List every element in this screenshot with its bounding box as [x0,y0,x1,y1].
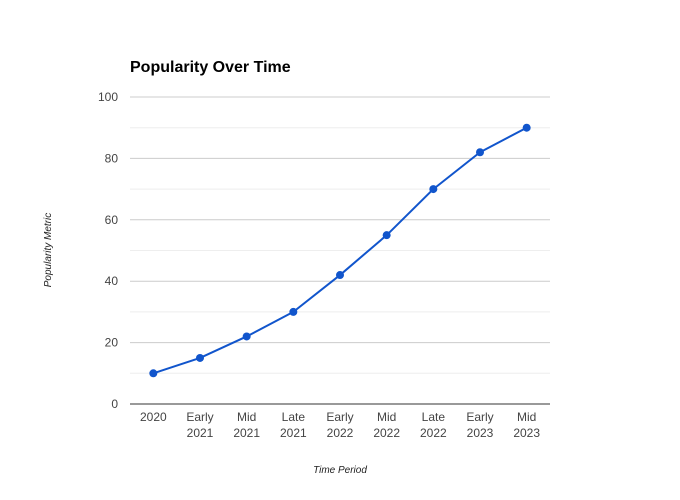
x-tick-label: Mid 2023 [513,410,540,440]
data-point[interactable] [336,271,344,280]
y-tick-label: 20 [105,336,119,350]
data-point[interactable] [476,148,484,157]
x-axis-title: Time Period [313,465,367,476]
y-tick-label: 40 [105,274,119,288]
data-point[interactable] [429,185,438,194]
data-point[interactable] [522,123,531,132]
x-tick-label: Late 2021 [280,410,307,440]
data-point[interactable] [242,332,251,341]
chart-title: Popularity Over Time [130,59,291,76]
y-axis-ticks: 0 20 40 60 80 100 [98,90,118,411]
x-tick-label: Mid 2022 [373,410,400,440]
x-tick-label: 2020 [140,410,167,424]
y-tick-label: 80 [105,151,119,165]
x-tick-label: Late 2022 [420,410,447,440]
x-axis-ticks: 2020 Early 2021 Mid 2021 Late 2021 Early 2022 Mid… [140,410,540,440]
y-tick-label: 60 [105,213,119,227]
data-point[interactable] [382,231,391,240]
y-tick-label: 100 [98,90,118,104]
y-tick-label: 0 [111,397,118,411]
x-tick-label: Early 2023 [466,410,493,440]
y-axis-title: Popularity Metric [43,213,54,287]
x-tick-label: Early 2022 [326,410,353,440]
data-point[interactable] [289,307,298,316]
x-tick-label: Early 2021 [186,410,213,440]
data-point[interactable] [196,353,204,362]
gridlines [130,96,550,405]
x-tick-label: Mid 2021 [233,410,260,440]
data-point[interactable] [149,369,158,378]
series-layer [149,123,531,378]
